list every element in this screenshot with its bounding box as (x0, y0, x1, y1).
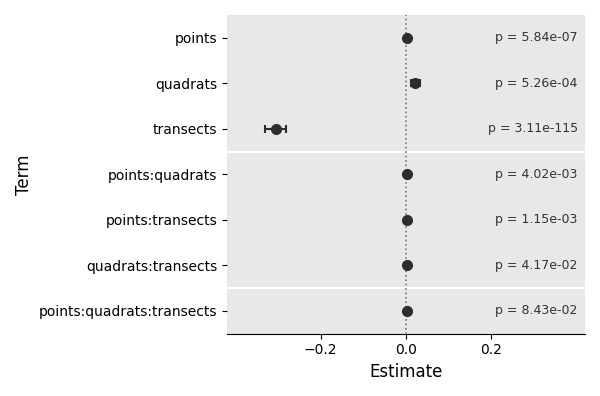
Y-axis label: Term: Term (15, 154, 33, 194)
X-axis label: Estimate: Estimate (369, 363, 443, 381)
Text: p = 4.02e-03: p = 4.02e-03 (496, 168, 578, 181)
Text: p = 5.26e-04: p = 5.26e-04 (496, 77, 578, 90)
Text: p = 1.15e-03: p = 1.15e-03 (496, 213, 578, 227)
Bar (227, 152, 585, 288)
Bar (227, 15, 585, 152)
Bar (227, 288, 585, 334)
Bar (227, 287, 585, 289)
Bar (227, 151, 585, 152)
Bar (227, 152, 585, 288)
Text: p = 5.84e-07: p = 5.84e-07 (495, 31, 578, 44)
Bar (227, 288, 585, 334)
Text: p = 4.17e-02: p = 4.17e-02 (496, 259, 578, 272)
Text: p = 3.11e-115: p = 3.11e-115 (488, 122, 578, 135)
Text: p = 8.43e-02: p = 8.43e-02 (496, 305, 578, 318)
Bar (227, 15, 585, 152)
